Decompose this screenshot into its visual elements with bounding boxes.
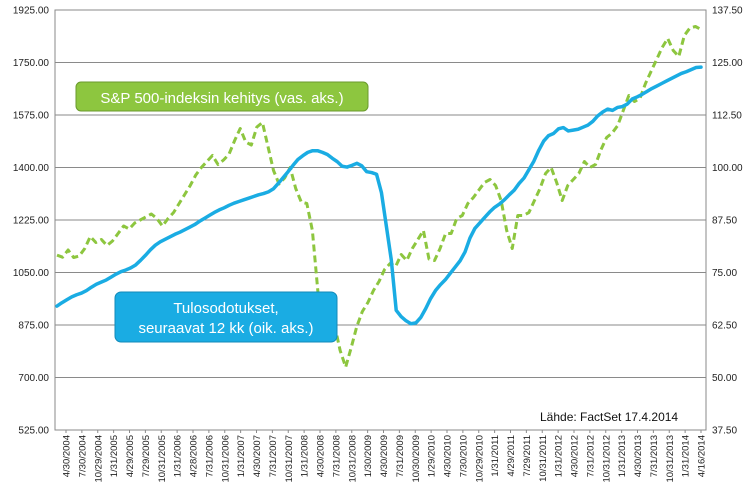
earnings-estimate-line xyxy=(55,65,703,326)
x-tick-label: 10/31/2011 xyxy=(538,435,549,482)
x-tick-label: 10/31/2008 xyxy=(347,435,358,483)
x-tick-label: 4/30/2012 xyxy=(570,435,581,477)
x-tick-label: 4/29/2011 xyxy=(506,435,517,477)
y-right-tick-label: 87.50 xyxy=(712,216,737,227)
gridlines xyxy=(55,9,706,431)
x-tick-label: 1/30/2009 xyxy=(363,435,374,477)
y-right-tick-label: 112.50 xyxy=(712,111,742,122)
x-tick-label: 7/30/2004 xyxy=(77,435,88,477)
y-right-tick-label: 50.00 xyxy=(712,373,737,384)
x-tick-label: 1/31/2007 xyxy=(236,435,247,477)
sp500-legend-label: S&P 500-indeksin kehitys (vas. aks.) xyxy=(100,90,343,107)
x-tick-label: 1/31/2006 xyxy=(173,435,184,477)
x-tick-label: 10/31/2012 xyxy=(601,435,612,483)
y-right-tick-label: 125.00 xyxy=(712,58,743,69)
x-tick-label: 7/31/2008 xyxy=(331,435,342,477)
sp500-legend-callout: S&P 500-indeksin kehitys (vas. aks.) xyxy=(75,81,369,112)
x-tick-label: 7/30/2010 xyxy=(458,435,469,477)
earnings-legend-label-line1: Tulosodotukset, xyxy=(173,300,278,317)
x-tick-label: 7/29/2005 xyxy=(141,435,152,477)
x-tick-label: 10/31/2013 xyxy=(665,435,676,483)
x-tick-label: 1/31/2011 xyxy=(490,435,501,477)
y-left-tick-label: 525.00 xyxy=(18,426,49,437)
y-left-tick-label: 1050.00 xyxy=(13,268,50,279)
x-tick-label: 4/30/2009 xyxy=(379,435,390,477)
x-tick-label: 4/30/2013 xyxy=(633,435,644,477)
earnings-legend-label-line2: seuraavat 12 kk (oik. aks.) xyxy=(138,320,313,337)
x-tick-label: 4/30/2010 xyxy=(443,435,454,477)
x-tick-label: 10/29/2010 xyxy=(474,435,485,483)
y-left-tick-label: 1575.00 xyxy=(13,111,50,122)
x-tick-label: 1/31/2013 xyxy=(617,435,628,477)
sp500-index-line xyxy=(56,25,702,369)
x-tick-label: 10/31/2007 xyxy=(284,435,295,483)
x-tick-label: 4/16/2014 xyxy=(697,435,708,477)
y-axis-left: 525.00 700.00 875.00 1050.00 1225.00 1400.00 1… xyxy=(13,6,50,437)
y-left-tick-label: 1925.00 xyxy=(13,6,50,17)
x-tick-label: 4/29/2005 xyxy=(125,435,136,477)
x-tick-label: 1/31/2008 xyxy=(300,435,311,477)
x-tick-label: 4/30/2008 xyxy=(316,435,327,477)
y-left-tick-label: 700.00 xyxy=(18,373,49,384)
x-tick-label: 7/31/2009 xyxy=(395,435,406,477)
y-right-tick-label: 37.50 xyxy=(712,426,737,437)
y-left-tick-label: 1400.00 xyxy=(13,163,50,174)
earnings-legend-callout: Tulosodotukset, seuraavat 12 kk (oik. ak… xyxy=(114,291,338,343)
x-tick-label: 10/31/2006 xyxy=(220,435,231,483)
y-right-tick-label: 75.00 xyxy=(712,268,737,279)
x-tick-label: 4/28/2006 xyxy=(189,435,200,477)
y-axis-right: 37.50 50.00 62.50 75.00 87.50 100.00 112.50 125… xyxy=(712,6,743,437)
x-tick-label: 1/31/2012 xyxy=(554,435,565,477)
x-tick-label: 10/29/2004 xyxy=(93,435,104,483)
x-tick-label: 7/31/2013 xyxy=(649,435,660,477)
x-tick-label: 4/30/2007 xyxy=(252,435,263,477)
y-right-tick-label: 137.50 xyxy=(712,6,743,17)
source-note: Lähde: FactSet 17.4.2014 xyxy=(540,410,678,424)
x-tick-label: 7/29/2011 xyxy=(522,435,533,477)
series-layer xyxy=(55,25,703,369)
x-tick-label: 7/31/2012 xyxy=(585,435,596,477)
y-left-tick-label: 1750.00 xyxy=(13,58,50,69)
x-tick-label: 7/31/2006 xyxy=(204,435,215,477)
x-tick-label: 7/31/2007 xyxy=(268,435,279,477)
x-tick-label: 4/30/2004 xyxy=(62,435,73,477)
y-left-tick-label: 1225.00 xyxy=(13,216,50,227)
x-tick-label: 10/30/2009 xyxy=(411,435,422,483)
x-tick-label: 1/31/2005 xyxy=(109,435,120,477)
plot-area-border xyxy=(54,9,707,431)
x-tick-label: 1/29/2010 xyxy=(427,435,438,477)
x-axis: 4/30/2004 7/30/2004 10/29/2004 1/31/2005 4/2… xyxy=(62,430,708,483)
y-left-tick-label: 875.00 xyxy=(18,321,49,332)
x-tick-label: 1/31/2014 xyxy=(681,435,692,477)
y-right-tick-label: 62.50 xyxy=(712,321,737,332)
y-right-tick-label: 100.00 xyxy=(712,163,743,174)
x-tick-label: 10/31/2005 xyxy=(157,435,168,483)
